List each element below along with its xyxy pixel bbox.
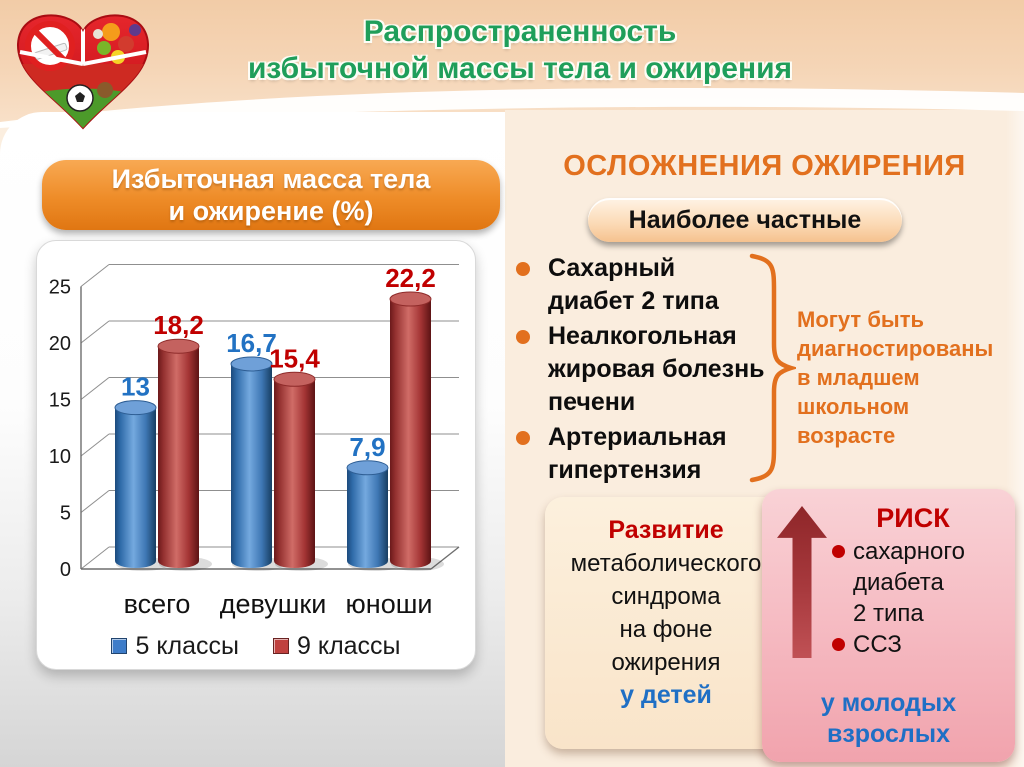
bar-chart: 0 5 10 15 20 25 13 16,7 7,9 18,2 15,4 22,2 всего деву… (49, 263, 460, 619)
chart-card: 0 5 10 15 20 25 13 16,7 7,9 18,2 15,4 22,2 всего деву… (36, 240, 476, 670)
metabolic-syndrome-box: Развитие метаболического синдрома на фон… (545, 497, 787, 749)
chart-title-banner: Избыточная масса тела и ожирение (%) (42, 160, 500, 230)
complications-list: Сахарный диабет 2 типа Неалкогольная жир… (513, 252, 773, 489)
svg-text:0: 0 (60, 559, 71, 581)
legend-swatch (111, 638, 128, 654)
svg-text:20: 20 (49, 333, 71, 355)
chart-title-line1: Избыточная масса тела (111, 164, 431, 194)
heart-logo (16, 14, 150, 130)
curly-brace-icon (749, 253, 796, 483)
legend-label: 5 классы (135, 631, 239, 660)
svg-text:всего: всего (124, 589, 191, 619)
svg-text:16,7: 16,7 (226, 328, 277, 358)
section-title: ОСЛОЖНЕНИЯ ОЖИРЕНИЯ (563, 150, 966, 182)
fruits-image (93, 23, 141, 64)
risk-list: сахарного диабета 2 типа ССЗ (818, 536, 1008, 660)
legend-item: 5 классы (111, 632, 239, 661)
risk-title: РИСК (876, 503, 950, 533)
header-swoosh-divider (0, 87, 1024, 128)
page-title-line1: Распространенность (363, 15, 677, 48)
legend-swatch (273, 638, 289, 654)
risk-content: РИСК сахарного диабета 2 типа ССЗ (818, 502, 1008, 660)
svg-text:13: 13 (121, 372, 150, 402)
risk-box: РИСК сахарного диабета 2 типа ССЗ у моло… (762, 489, 1015, 762)
complication-item: Артериальная гипертензия (513, 421, 773, 487)
svg-text:девушки: девушки (220, 589, 327, 619)
svg-text:15,4: 15,4 (269, 343, 320, 373)
dev-box-title: Развитие (608, 516, 724, 544)
svg-text:10: 10 (49, 446, 71, 468)
logo-dividers (19, 28, 147, 66)
risk-item: ССЗ (832, 629, 1008, 660)
risk-item: сахарного диабета 2 типа (832, 536, 1008, 629)
svg-text:18,2: 18,2 (153, 310, 204, 340)
svg-text:25: 25 (49, 277, 71, 299)
sports-image (18, 64, 148, 128)
chart-title-line2: и ожирение (%) (168, 196, 374, 226)
complication-item: Сахарный диабет 2 типа (513, 252, 773, 318)
svg-text:7,9: 7,9 (349, 432, 385, 462)
svg-text:5: 5 (60, 503, 71, 525)
risk-highlight: у молодых взрослых (820, 689, 957, 748)
page-title: Распространенность избыточной массы тела… (152, 13, 888, 87)
chart-legend: 5 классы 9 классы (37, 627, 475, 665)
svg-text:15: 15 (49, 390, 71, 412)
dev-box-highlight: у детей (620, 681, 712, 709)
dev-box-body: метаболического синдрома на фоне ожирени… (570, 550, 762, 676)
legend-item: 9 классы (273, 632, 401, 661)
page-title-line2: избыточной массы тела и ожирения (247, 52, 793, 85)
complication-item: Неалкогольная жировая болезнь печени (513, 320, 773, 419)
svg-text:юноши: юноши (346, 589, 433, 619)
svg-text:22,2: 22,2 (385, 263, 436, 293)
legend-label: 9 классы (297, 631, 401, 660)
brace-annotation: Могут быть диагностированы в младшем шко… (797, 307, 994, 448)
most-frequent-badge: Наиболее частные (588, 198, 902, 242)
